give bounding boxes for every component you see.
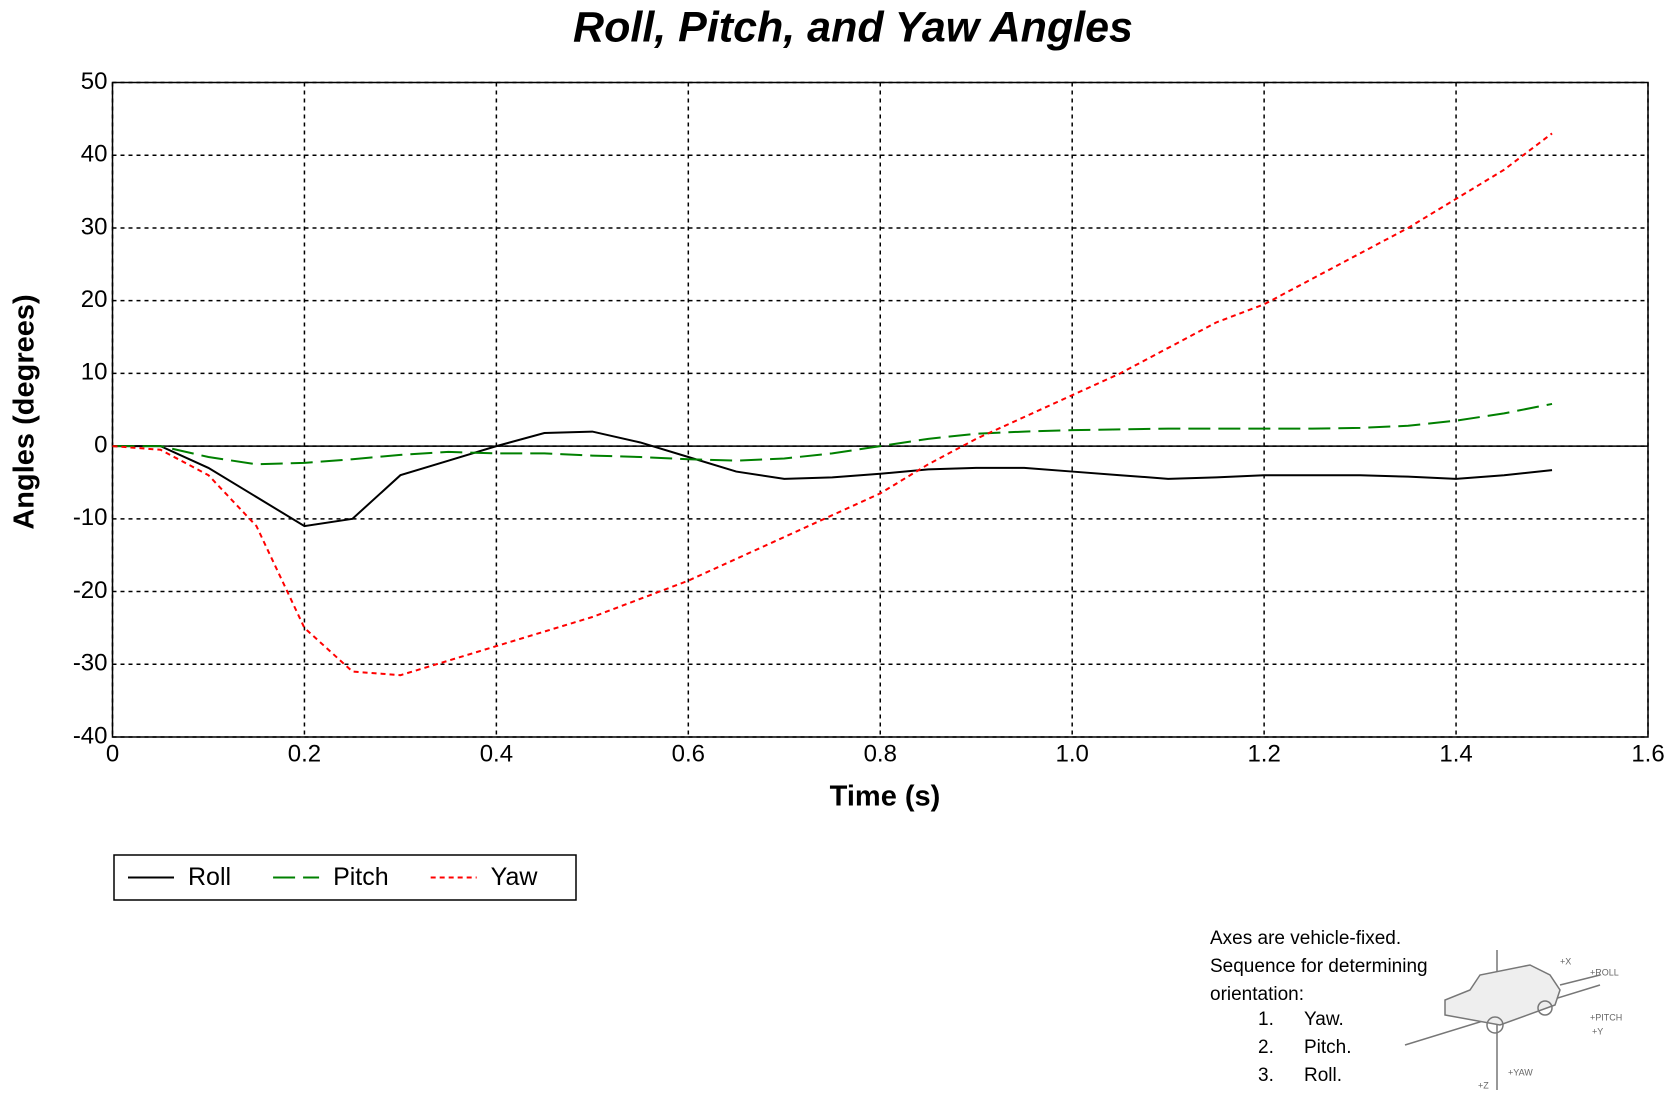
diagram-label: +YAW xyxy=(1508,1067,1533,1077)
x-tick-label: 1.6 xyxy=(1631,740,1664,767)
note-step-number: 1. xyxy=(1258,1009,1274,1030)
note-line: Sequence for determining xyxy=(1210,956,1428,977)
chart-title: Roll, Pitch, and Yaw Angles xyxy=(573,3,1133,51)
legend-label: Roll xyxy=(188,863,231,891)
x-tick-label: 0.4 xyxy=(480,740,513,767)
y-tick-label: 50 xyxy=(81,68,108,95)
x-tick-label: 1.2 xyxy=(1247,740,1280,767)
note-step-text: Pitch. xyxy=(1304,1037,1352,1058)
legend-label: Yaw xyxy=(491,863,539,891)
note-step-number: 3. xyxy=(1258,1065,1274,1086)
y-tick-label: -20 xyxy=(73,577,108,604)
y-tick-label: -40 xyxy=(73,722,108,749)
x-tick-label: 0.6 xyxy=(672,740,705,767)
note-step-number: 2. xyxy=(1258,1037,1274,1058)
x-axis-label: Time (s) xyxy=(830,781,941,813)
series-line xyxy=(113,133,1553,675)
x-tick-label: 1.4 xyxy=(1439,740,1472,767)
note-step-text: Roll. xyxy=(1304,1065,1342,1086)
x-tick-label: 1.0 xyxy=(1056,740,1089,767)
chart: Roll, Pitch, and Yaw Angles Time (s) Ang… xyxy=(0,0,1677,1094)
y-tick-label: 40 xyxy=(81,141,108,168)
x-tick-label: 0.8 xyxy=(864,740,897,767)
x-tick-label: 0.2 xyxy=(288,740,321,767)
diagram-label: +Y xyxy=(1592,1026,1603,1036)
diagram-label: +ROLL xyxy=(1590,967,1619,977)
y-tick-label: 30 xyxy=(81,213,108,240)
y-tick-label: -30 xyxy=(73,650,108,677)
x-tick-label: 0 xyxy=(106,740,119,767)
diagram-label: +PITCH xyxy=(1590,1012,1622,1022)
vehicle-diagram xyxy=(1405,950,1600,1090)
diagram-label: +X xyxy=(1560,956,1571,966)
y-tick-label: 10 xyxy=(81,359,108,386)
y-tick-label: 0 xyxy=(94,431,107,458)
y-axis-label: Angles (degrees) xyxy=(9,294,41,529)
note-line: orientation: xyxy=(1210,984,1304,1005)
note-step-text: Yaw. xyxy=(1304,1009,1344,1030)
y-tick-label: 20 xyxy=(81,286,108,313)
legend-label: Pitch xyxy=(333,863,389,891)
series-line xyxy=(113,404,1553,464)
note-line: Axes are vehicle-fixed. xyxy=(1210,928,1401,949)
y-tick-label: -10 xyxy=(73,504,108,531)
diagram-label: +Z xyxy=(1478,1080,1489,1090)
